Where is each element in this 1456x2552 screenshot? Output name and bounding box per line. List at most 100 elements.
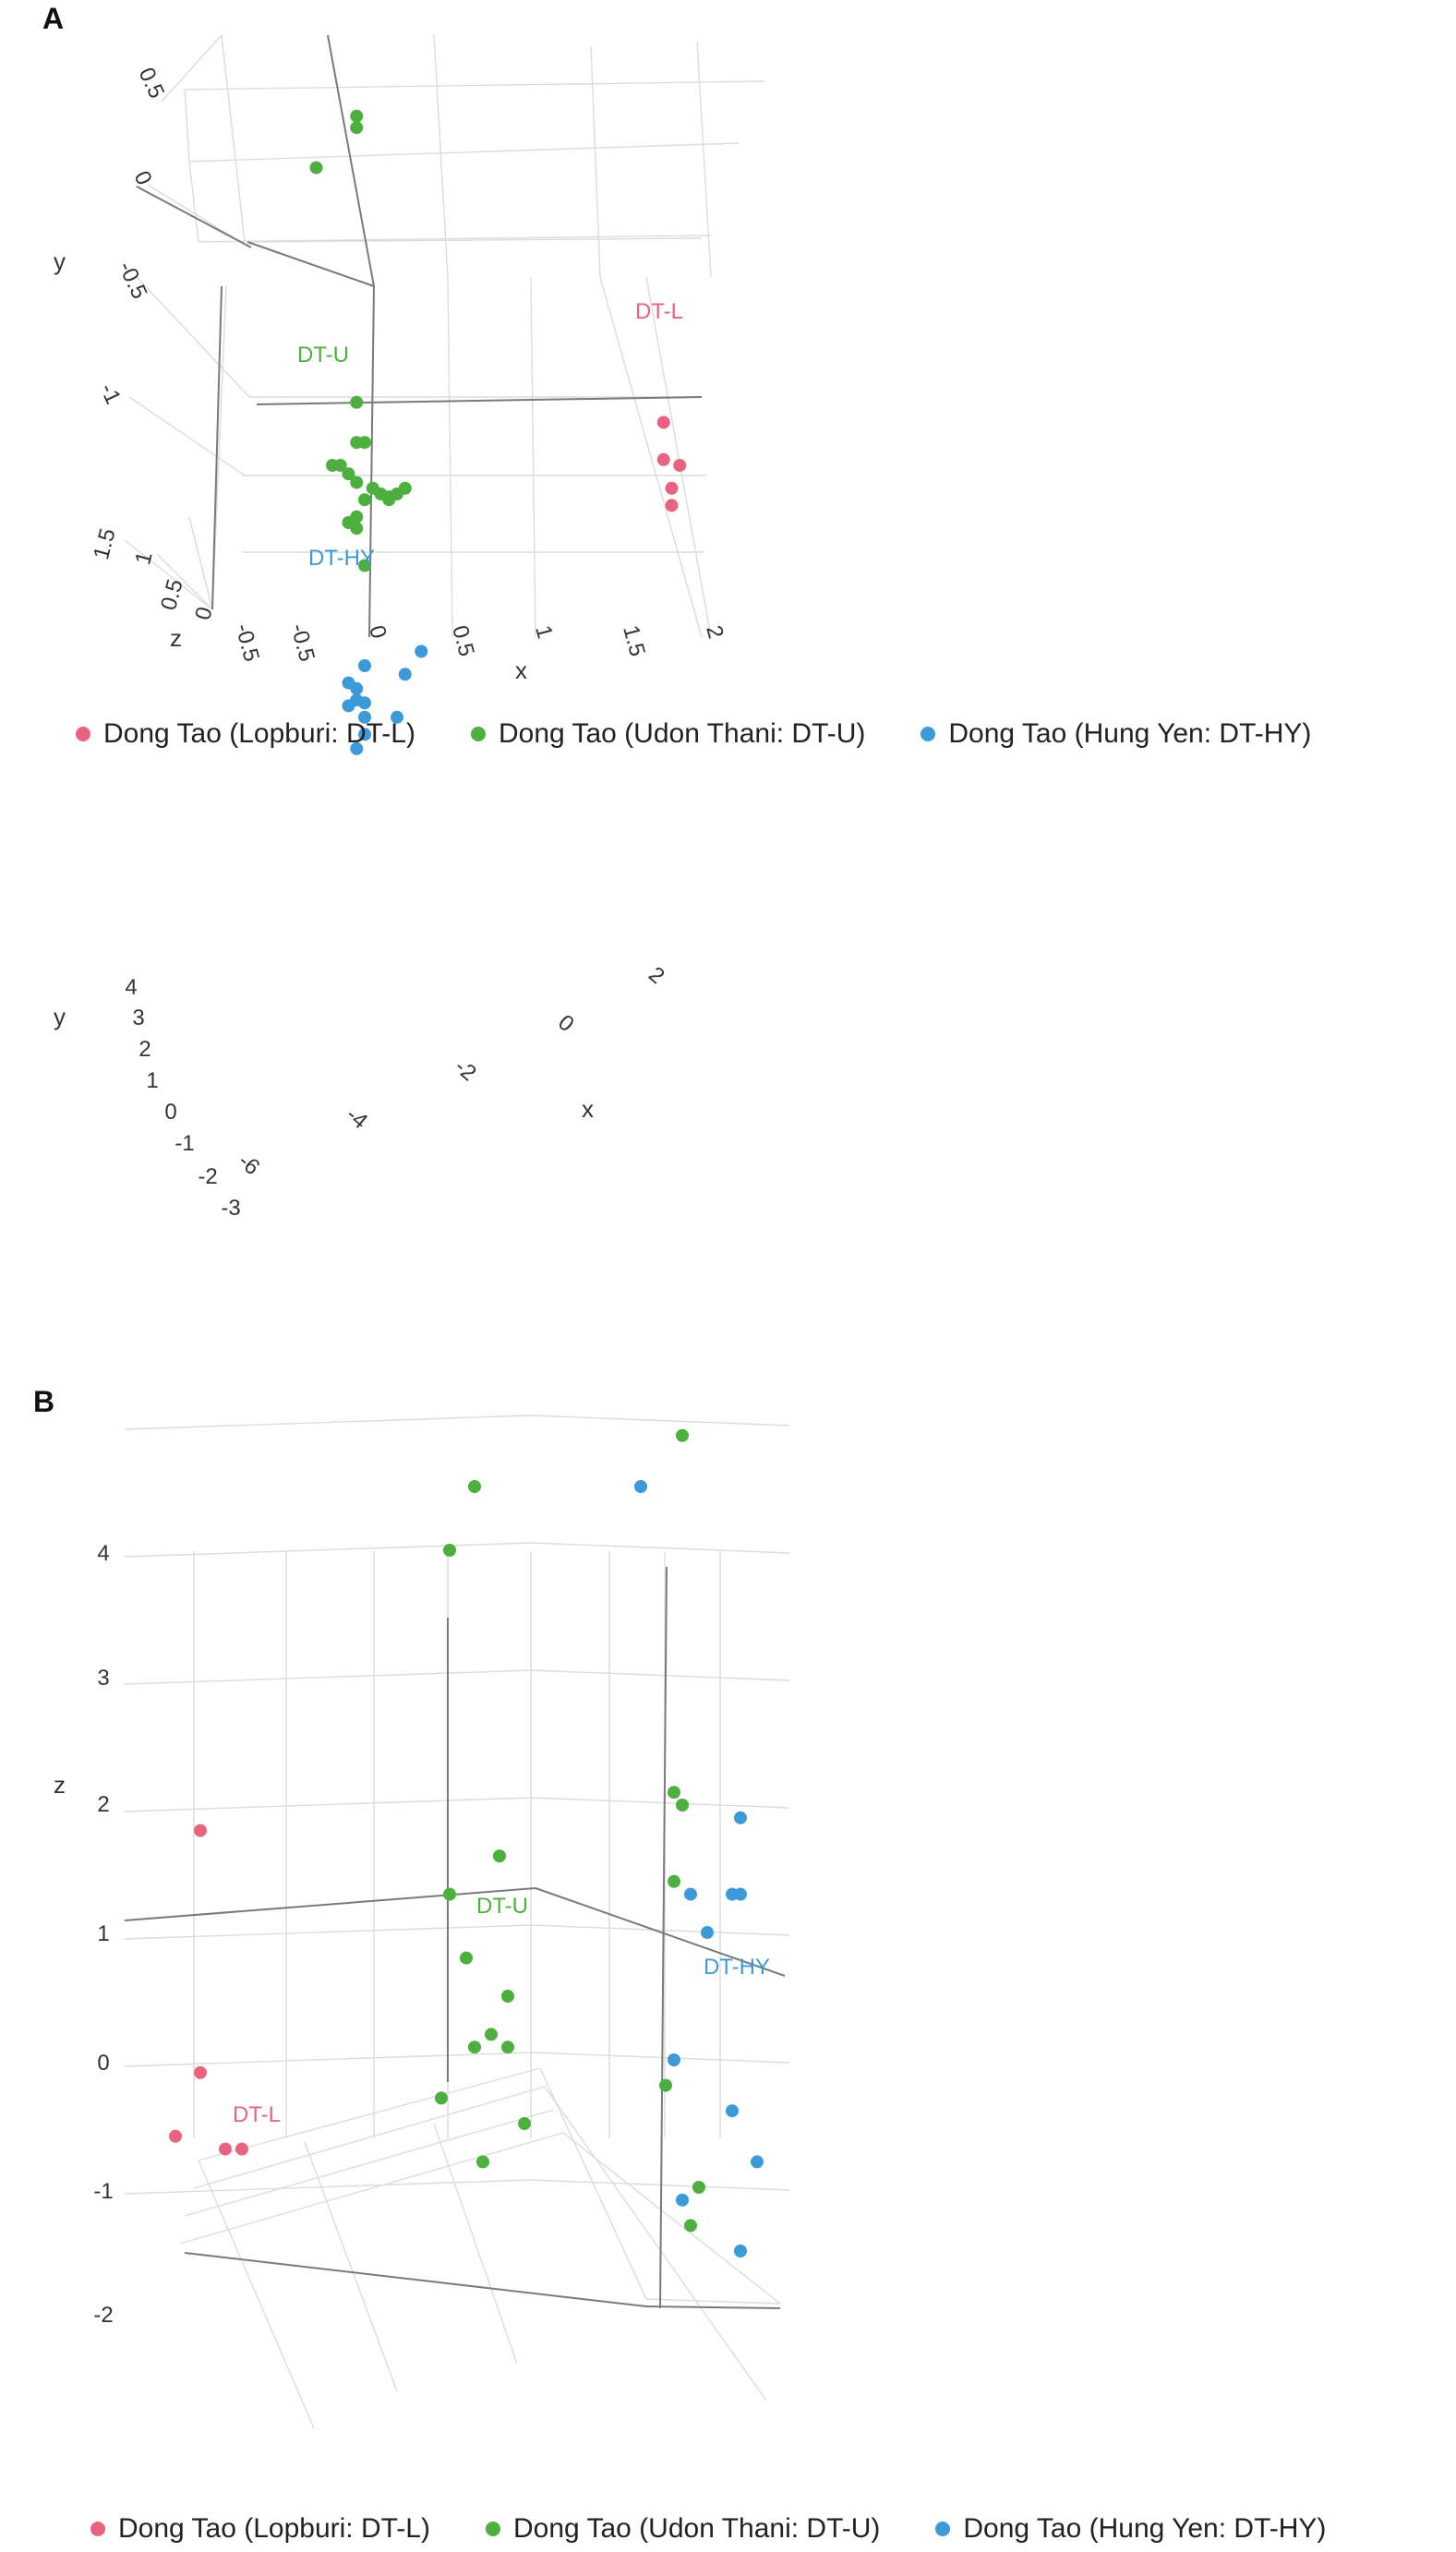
data-point-dt-u bbox=[659, 2078, 672, 2092]
data-point-dt-l bbox=[169, 2129, 182, 2143]
grid-line bbox=[136, 276, 250, 398]
grid-line bbox=[544, 2086, 767, 2402]
axis-line bbox=[659, 1566, 668, 2309]
z-tick-label: 0 bbox=[190, 605, 218, 623]
data-point-dt-l bbox=[235, 2142, 248, 2156]
grid-line bbox=[184, 80, 765, 90]
chart-a: DT-LDT-UDT-HY0.50-0.5-11.5 10.50-0.5 -0.5 0… bbox=[54, 34, 765, 755]
data-point-dt-u bbox=[350, 395, 364, 409]
x-tick-label: -0.5 bbox=[285, 621, 319, 665]
data-point-dt-u bbox=[493, 1849, 506, 1863]
data-point-dt-u bbox=[358, 436, 371, 450]
z-axis-label: z bbox=[170, 624, 182, 652]
grid-line bbox=[184, 89, 190, 163]
data-point-dt-u bbox=[518, 2117, 531, 2130]
data-point-dt-u bbox=[358, 493, 371, 507]
grid-line bbox=[696, 41, 712, 278]
y-tick-label: -2 bbox=[198, 1164, 217, 1189]
grid-line bbox=[156, 553, 213, 610]
data-point-dt-hy bbox=[358, 696, 371, 710]
legend-item-dt-hy: Dong Tao (Hung Yen: DT-HY) bbox=[921, 718, 1311, 750]
y-tick-label: -1 bbox=[174, 1131, 194, 1156]
legend-label: Dong Tao (Lopburi: DT-L) bbox=[103, 718, 415, 749]
y-tick-label: 0.5 bbox=[134, 64, 170, 102]
y-tick-label: 0 bbox=[129, 167, 157, 189]
y-axis-label: y bbox=[54, 1003, 66, 1030]
x-tick-label: 0 bbox=[364, 623, 391, 642]
data-point-dt-hy bbox=[734, 2245, 747, 2257]
legend-dot-dt-l bbox=[76, 727, 90, 741]
x-axis-label: x bbox=[515, 656, 527, 684]
data-point-dt-u bbox=[309, 161, 323, 175]
cluster-label-dt-hy: DT-HY bbox=[308, 546, 375, 571]
data-point-dt-hy bbox=[676, 2193, 689, 2207]
legend-label: Dong Tao (Lopburi: DT-L) bbox=[118, 2513, 430, 2544]
axis-line bbox=[645, 2305, 781, 2309]
grid-line bbox=[198, 2067, 541, 2161]
grid-line bbox=[539, 2067, 647, 2300]
legend-b: Dong Tao (Lopburi: DT-L) Dong Tao (Udon … bbox=[90, 2513, 1381, 2545]
data-point-dt-hy bbox=[751, 2155, 764, 2169]
z-tick-label: -1 bbox=[93, 2179, 113, 2204]
legend-a: Dong Tao (Lopburi: DT-L) Dong Tao (Udon … bbox=[76, 718, 1366, 750]
data-point-dt-hy bbox=[358, 728, 371, 741]
data-point-dt-u bbox=[350, 522, 364, 536]
y-tick-label: -0.5 bbox=[114, 258, 152, 303]
data-point-dt-u bbox=[350, 475, 364, 489]
grid-line bbox=[530, 1797, 790, 1809]
data-point-dt-u bbox=[350, 121, 364, 135]
grid-line bbox=[530, 1924, 790, 1936]
grid-line bbox=[304, 2141, 398, 2392]
grid-line bbox=[447, 276, 453, 638]
data-point-dt-hy bbox=[668, 2053, 680, 2066]
x-tick-label: -0.5 bbox=[230, 621, 264, 665]
grid-line bbox=[124, 1924, 532, 1940]
legend-dot-dt-hy bbox=[921, 727, 936, 741]
grid-line bbox=[645, 2298, 781, 2305]
data-point-dt-u bbox=[476, 2155, 489, 2169]
grid-line bbox=[433, 2123, 518, 2365]
z-tick-label: 2 bbox=[97, 1792, 109, 1817]
y-tick-label: 4 bbox=[125, 975, 137, 1000]
grid-line bbox=[645, 276, 712, 638]
legend-label: Dong Tao (Udon Thani: DT-U) bbox=[498, 718, 866, 749]
axis-line bbox=[211, 285, 223, 610]
data-point-dt-l bbox=[673, 459, 687, 472]
data-point-dt-u bbox=[501, 1990, 514, 2003]
legend-dot-dt-u bbox=[485, 2522, 500, 2536]
z-tick-label: 0.5 bbox=[156, 577, 188, 613]
y-axis-label: y bbox=[54, 247, 66, 275]
data-point-dt-l bbox=[656, 452, 670, 466]
data-point-dt-u bbox=[435, 2091, 448, 2105]
cluster-label-dt-u: DT-U bbox=[476, 1894, 528, 1919]
grid-line bbox=[188, 161, 199, 243]
data-point-dt-l bbox=[656, 415, 670, 429]
grid-line bbox=[221, 34, 246, 243]
grid-line bbox=[198, 235, 712, 243]
data-point-dt-u bbox=[342, 467, 355, 481]
z-tick-label: 1 bbox=[97, 1921, 109, 1946]
legend-label: Dong Tao (Hung Yen: DT-HY) bbox=[948, 718, 1312, 749]
grid-line bbox=[530, 1542, 790, 1554]
y-tick-label: 0 bbox=[164, 1100, 176, 1125]
legend-item-dt-u: Dong Tao (Udon Thani: DT-U) bbox=[470, 718, 866, 750]
data-point-dt-hy bbox=[350, 741, 364, 755]
z-tick-label: -2 bbox=[93, 2303, 113, 2328]
y-tick-label: 2 bbox=[138, 1037, 150, 1062]
data-point-dt-u bbox=[333, 459, 347, 472]
legend-item-dt-l: Dong Tao (Lopburi: DT-L) bbox=[76, 718, 415, 750]
grid-line bbox=[530, 2179, 790, 2191]
panel-a-letter: A bbox=[42, 2, 65, 35]
data-point-dt-u bbox=[692, 2181, 705, 2194]
data-point-dt-l bbox=[665, 499, 679, 512]
grid-line bbox=[184, 2109, 555, 2217]
grid-line bbox=[562, 2132, 781, 2305]
cluster-label-dt-hy: DT-HY bbox=[704, 1955, 770, 1980]
legend-item-dt-l: Dong Tao (Lopburi: DT-L) bbox=[90, 2513, 430, 2545]
axis-line bbox=[327, 34, 375, 287]
data-point-dt-hy bbox=[350, 681, 364, 695]
grid-line bbox=[198, 2160, 315, 2429]
data-point-dt-l bbox=[194, 2065, 207, 2079]
panel-b-letter: B bbox=[33, 1385, 55, 1418]
grid-line bbox=[599, 276, 703, 638]
